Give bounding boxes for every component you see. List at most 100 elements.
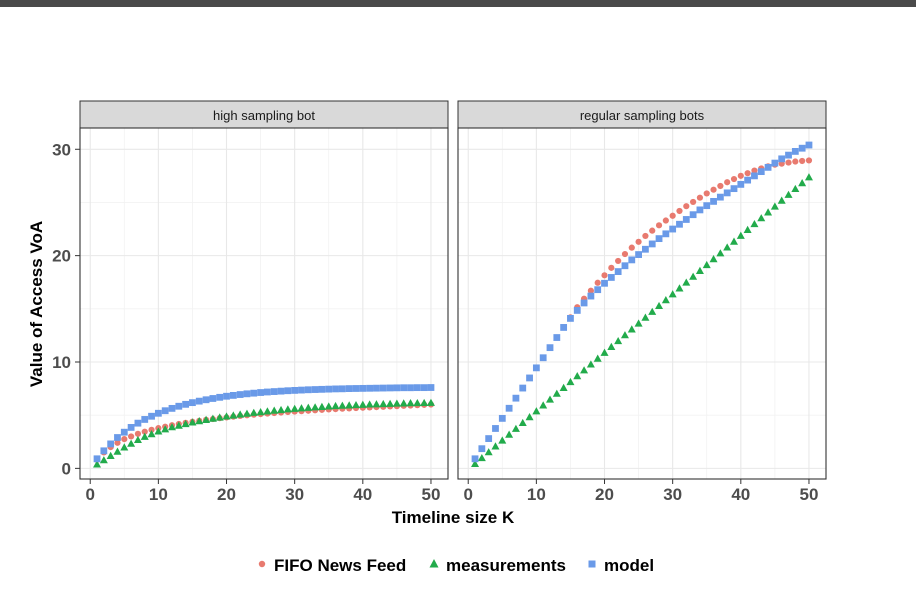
y-tick-label: 0 <box>62 459 71 478</box>
panel-border <box>457 127 827 480</box>
data-point-fifo <box>662 217 669 224</box>
data-point-model <box>710 197 717 205</box>
data-point-measurement <box>181 419 190 428</box>
data-point-model <box>216 393 224 401</box>
series-triangle <box>471 173 813 467</box>
panel-border <box>79 127 449 480</box>
data-point-model <box>291 386 299 394</box>
data-point-fifo <box>669 212 676 219</box>
data-point-model <box>264 388 271 396</box>
data-point-fifo <box>710 186 717 193</box>
data-point-measurement <box>304 403 313 411</box>
data-point-fifo <box>676 207 683 215</box>
data-point-model <box>791 148 799 155</box>
data-point-measurement <box>202 415 211 423</box>
x-tick-label: 30 <box>285 485 304 504</box>
data-point-measurement <box>93 460 102 468</box>
data-point-model <box>352 385 360 392</box>
data-point-measurement <box>750 219 759 228</box>
data-point-measurement <box>236 410 245 418</box>
x-tick-label: 0 <box>463 485 472 504</box>
data-point-measurement <box>379 399 388 408</box>
data-point-fifo <box>690 198 697 206</box>
data-point-fifo <box>134 430 142 437</box>
y-tick-label: 30 <box>52 140 71 159</box>
x-tick-label: 20 <box>217 485 236 504</box>
legend-label: model <box>604 556 654 575</box>
data-point-model <box>539 354 547 362</box>
legend: FIFO News Feed measurements model <box>258 556 654 575</box>
data-point-measurement <box>256 407 265 416</box>
data-point-measurement <box>283 405 292 413</box>
data-point-measurement <box>140 432 149 440</box>
panel-background <box>458 128 826 479</box>
data-point-fifo <box>148 426 155 433</box>
data-point-model <box>676 220 683 228</box>
data-point-measurement <box>222 412 231 420</box>
data-point-fifo <box>792 158 799 165</box>
series-square <box>471 141 813 463</box>
legend-key-model <box>588 560 596 568</box>
data-point-fifo <box>655 222 663 229</box>
data-point-measurement <box>532 407 541 415</box>
data-point-model <box>284 387 292 395</box>
data-point-measurement <box>324 402 333 410</box>
data-point-measurement <box>161 425 170 433</box>
data-point-measurement <box>113 447 122 455</box>
data-point-fifo <box>594 279 601 286</box>
data-point-model <box>546 344 554 352</box>
data-point-measurement <box>399 399 408 407</box>
data-point-fifo <box>785 159 792 166</box>
data-point-model <box>379 384 387 392</box>
data-point-measurement <box>154 427 163 435</box>
data-point-model <box>209 395 217 402</box>
data-point-measurement <box>689 272 698 280</box>
data-point-measurement <box>484 448 493 456</box>
data-point-model <box>730 185 738 193</box>
data-point-measurement <box>406 399 415 407</box>
data-point-model <box>420 384 428 392</box>
data-point-measurement <box>477 453 486 462</box>
data-point-measurement <box>290 404 299 412</box>
data-point-measurement <box>338 401 347 409</box>
data-point-model <box>573 307 581 314</box>
data-point-measurement <box>600 348 609 356</box>
data-point-model <box>580 299 588 307</box>
data-point-model <box>345 385 353 392</box>
data-point-model <box>107 440 115 448</box>
legend-key-measurement <box>429 559 439 568</box>
x-tick-label: 10 <box>527 485 546 504</box>
data-point-model <box>614 268 622 275</box>
data-point-fifo <box>805 157 813 164</box>
data-point-measurement <box>345 401 354 409</box>
data-point-model <box>703 202 711 210</box>
data-point-measurement <box>365 400 374 408</box>
data-point-fifo <box>114 439 121 446</box>
data-point-fifo <box>635 238 642 245</box>
data-point-measurement <box>607 342 616 350</box>
data-point-model <box>478 445 486 453</box>
data-point-measurement <box>491 442 500 450</box>
data-point-measurement <box>147 430 156 438</box>
data-point-model <box>427 384 435 391</box>
data-point-model <box>100 447 108 455</box>
data-point-model <box>304 386 312 394</box>
data-point-measurement <box>188 418 197 426</box>
data-point-measurement <box>620 331 629 339</box>
data-point-measurement <box>174 421 183 429</box>
data-point-measurement <box>586 360 595 368</box>
data-point-measurement <box>695 266 704 274</box>
x-tick-label: 50 <box>422 485 441 504</box>
data-point-measurement <box>668 290 677 298</box>
series-square <box>93 384 435 463</box>
data-point-model <box>512 394 520 402</box>
data-point-model <box>413 384 421 392</box>
data-point-measurement <box>518 418 527 427</box>
data-point-measurement <box>627 325 636 333</box>
x-tick-label: 10 <box>149 485 168 504</box>
data-point-measurement <box>505 430 514 438</box>
data-point-model <box>485 435 493 442</box>
data-point-measurement <box>106 451 115 460</box>
data-point-model <box>359 384 367 392</box>
